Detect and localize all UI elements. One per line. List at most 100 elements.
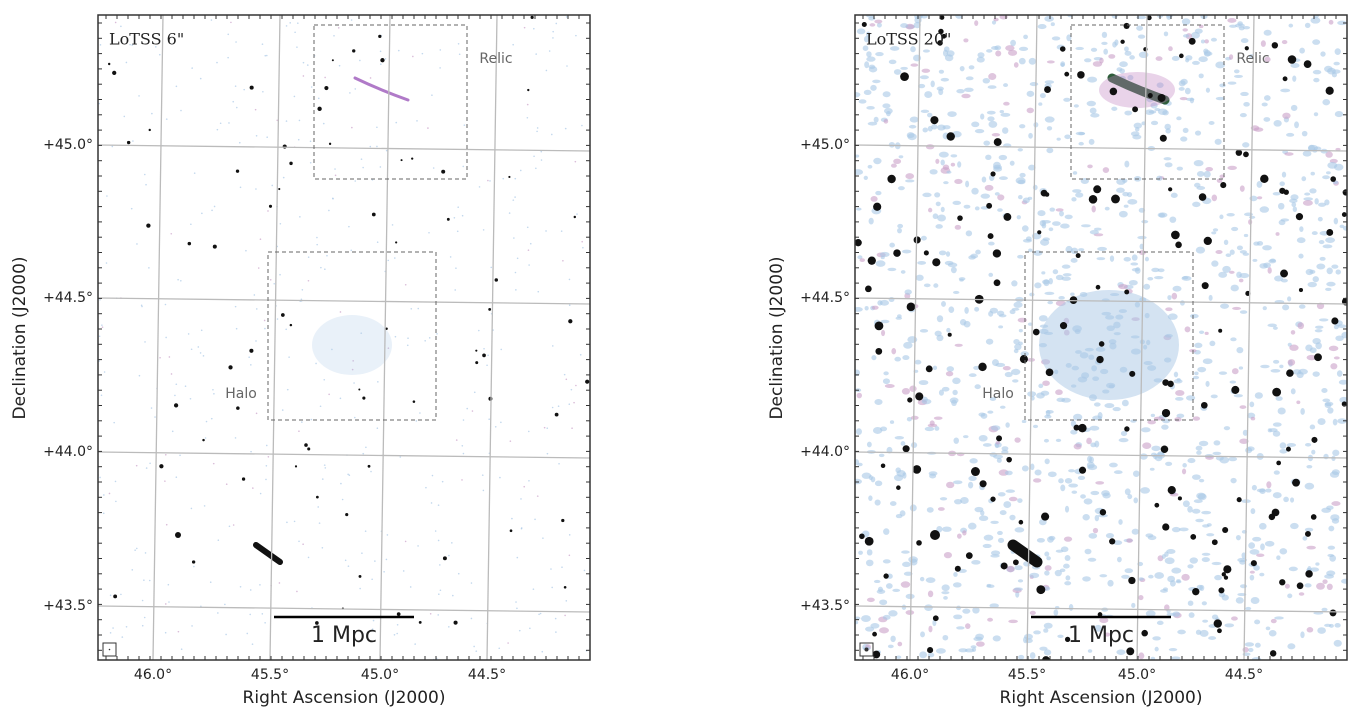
noise [974, 306, 980, 312]
noise [1017, 498, 1023, 503]
noise [1237, 557, 1247, 563]
noise [1238, 26, 1245, 31]
noise [125, 626, 128, 628]
noise [975, 641, 985, 647]
noise [953, 437, 960, 444]
noise [980, 412, 988, 419]
noise [974, 206, 980, 211]
source [1000, 562, 1008, 570]
noise [1056, 137, 1061, 141]
noise [529, 627, 531, 630]
noise [1044, 80, 1055, 84]
noise [98, 360, 100, 362]
noise [545, 69, 548, 72]
noise [1341, 578, 1347, 584]
noise [1180, 78, 1188, 85]
noise [1044, 551, 1050, 557]
noise [1086, 461, 1095, 469]
noise [340, 482, 342, 485]
noise [239, 186, 242, 189]
grid-line [854, 605, 1348, 613]
noise [1309, 188, 1317, 194]
noise [855, 620, 859, 625]
noise [1028, 164, 1036, 171]
noise [1119, 68, 1125, 74]
noise [928, 625, 933, 633]
source [925, 365, 933, 373]
noise [938, 69, 945, 74]
noise [437, 504, 440, 506]
noise [1086, 100, 1097, 107]
noise [212, 462, 215, 465]
noise [1082, 514, 1090, 521]
noise [1317, 418, 1326, 426]
noise [1236, 245, 1243, 251]
noise [1107, 579, 1114, 587]
x-axis-label: Right Ascension (J2000) [243, 688, 446, 708]
noise [956, 89, 965, 94]
noise [349, 92, 351, 94]
noise [1321, 607, 1328, 612]
noise [1047, 300, 1054, 305]
noise [1053, 609, 1059, 616]
grid-line [97, 144, 591, 152]
noise [1059, 210, 1064, 217]
noise [1082, 576, 1091, 582]
noise [211, 209, 213, 212]
noise [1326, 583, 1333, 591]
noise [1130, 262, 1139, 266]
noise [1046, 60, 1055, 64]
noise [896, 314, 902, 318]
noise [481, 474, 484, 476]
noise [1063, 536, 1073, 542]
noise [863, 89, 872, 96]
noise [100, 394, 103, 397]
noise [1061, 276, 1071, 281]
noise [328, 393, 330, 396]
noise [1216, 178, 1223, 183]
noise [943, 551, 952, 559]
noise [1215, 249, 1223, 255]
noise [952, 389, 958, 396]
noise [404, 540, 407, 543]
source [1073, 424, 1080, 431]
noise [1084, 548, 1092, 555]
noise [563, 373, 566, 376]
noise [1329, 623, 1334, 628]
noise [965, 230, 973, 237]
noise [532, 588, 535, 590]
noise [950, 162, 956, 167]
noise [929, 420, 935, 426]
noise [1210, 37, 1217, 42]
noise [1119, 61, 1128, 68]
noise [1171, 567, 1182, 574]
noise [904, 179, 915, 183]
noise [379, 166, 382, 168]
noise [1044, 414, 1052, 419]
noise [391, 224, 394, 226]
noise [396, 632, 398, 635]
noise [1174, 417, 1182, 422]
noise [1286, 443, 1297, 447]
source [173, 403, 179, 408]
noise [1046, 126, 1053, 131]
noise [1019, 124, 1026, 129]
source [1093, 185, 1102, 194]
noise [879, 599, 888, 606]
noise [1195, 445, 1203, 451]
noise [528, 479, 530, 482]
noise [541, 650, 544, 653]
noise [1189, 97, 1195, 104]
noise [934, 330, 942, 337]
noise [387, 347, 390, 349]
x-axis-label: Right Ascension (J2000) [1000, 688, 1203, 708]
noise [1048, 227, 1054, 232]
noise [1254, 619, 1261, 625]
noise [1044, 570, 1050, 576]
noise [968, 373, 977, 378]
noise [1120, 430, 1128, 437]
source [212, 244, 217, 249]
source [1128, 576, 1136, 585]
noise [905, 593, 915, 599]
